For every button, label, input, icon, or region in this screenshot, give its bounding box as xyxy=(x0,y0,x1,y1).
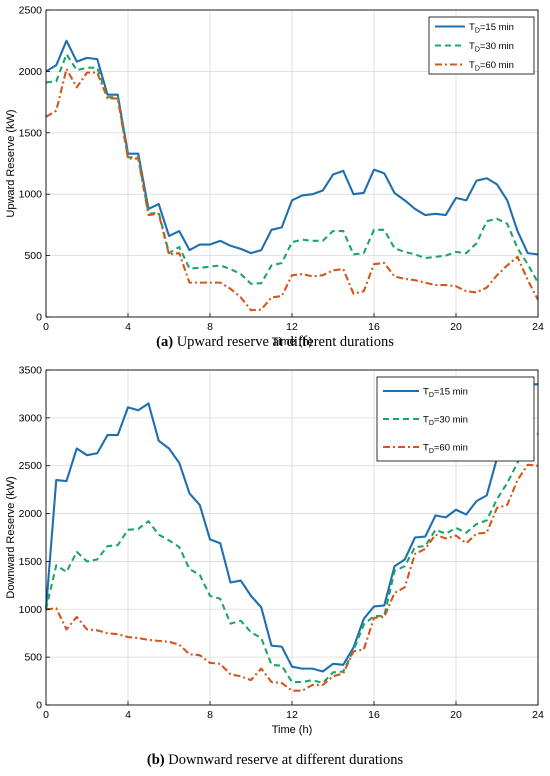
y-tick-label: 1000 xyxy=(19,189,43,201)
y-tick-label: 0 xyxy=(36,312,42,324)
x-tick-label: 0 xyxy=(43,321,49,333)
caption-b-label: (b) xyxy=(146,752,165,768)
legend-label: TD=60 min xyxy=(423,443,468,456)
y-axis-label: Upward Reserve (kW) xyxy=(5,109,17,217)
y-tick-label: 1500 xyxy=(19,556,43,568)
series-line-td60 xyxy=(45,463,539,692)
series-line-td30 xyxy=(45,53,539,285)
series-line-td15 xyxy=(44,383,538,673)
x-axis-label: Time (h) xyxy=(272,724,313,736)
y-tick-label: 2500 xyxy=(19,5,43,17)
y-tick-label: 3500 xyxy=(19,365,43,377)
x-axis-label: Time (h) xyxy=(272,336,313,348)
x-tick-label: 20 xyxy=(450,321,462,333)
y-tick-label: 1500 xyxy=(19,127,43,139)
legend-label: TD=15 min xyxy=(469,22,514,35)
legend-label: TD=30 min xyxy=(469,41,514,54)
x-tick-label: 0 xyxy=(43,709,49,721)
caption-b: (b) Downward reserve at different durati… xyxy=(0,752,550,769)
y-tick-label: 2500 xyxy=(19,460,43,472)
x-tick-label: 24 xyxy=(532,709,544,721)
y-tick-label: 1000 xyxy=(19,604,43,616)
caption-a-label: (a) xyxy=(156,334,174,350)
y-tick-label: 500 xyxy=(24,652,42,664)
x-tick-label: 8 xyxy=(207,321,213,333)
x-tick-label: 16 xyxy=(368,321,380,333)
legend: TD=15 min TD=30 min TD=60 min xyxy=(428,16,535,75)
y-axis-label: Downward Reserve (kW) xyxy=(5,476,17,598)
x-tick-label: 12 xyxy=(286,709,298,721)
y-tick-label: 0 xyxy=(36,700,42,712)
x-tick-label: 24 xyxy=(532,321,544,333)
x-tick-label: 4 xyxy=(125,709,131,721)
caption-a-text: Upward reserve at different durations xyxy=(173,334,394,350)
chart-downward: 0 4 8 12 16 20 24 0 500 1000 1500 2000 2500 3000 3500 T… xyxy=(5,365,544,737)
y-tick-label: 2000 xyxy=(19,66,43,78)
legend-label: TD=60 min xyxy=(469,60,514,73)
y-tick-label: 500 xyxy=(24,250,42,262)
caption-b-text: Downward reserve at different durations xyxy=(164,752,404,768)
series-line-td30 xyxy=(44,433,538,685)
x-tick-label: 20 xyxy=(450,709,462,721)
legend-label: TD=15 min xyxy=(423,387,468,400)
y-tick-label: 2000 xyxy=(19,508,43,520)
y-tick-label: 3000 xyxy=(19,412,43,424)
x-tick-label: 16 xyxy=(368,709,380,721)
x-tick-label: 4 xyxy=(125,321,131,333)
legend: TD=15 min TD=30 min TD=60 min xyxy=(376,376,535,462)
legend-label: TD=30 min xyxy=(423,415,468,428)
series-line-td60 xyxy=(45,67,539,312)
caption-a: (a) Upward reserve at different duration… xyxy=(0,334,550,351)
x-tick-label: 12 xyxy=(286,321,298,333)
x-tick-label: 8 xyxy=(207,709,213,721)
